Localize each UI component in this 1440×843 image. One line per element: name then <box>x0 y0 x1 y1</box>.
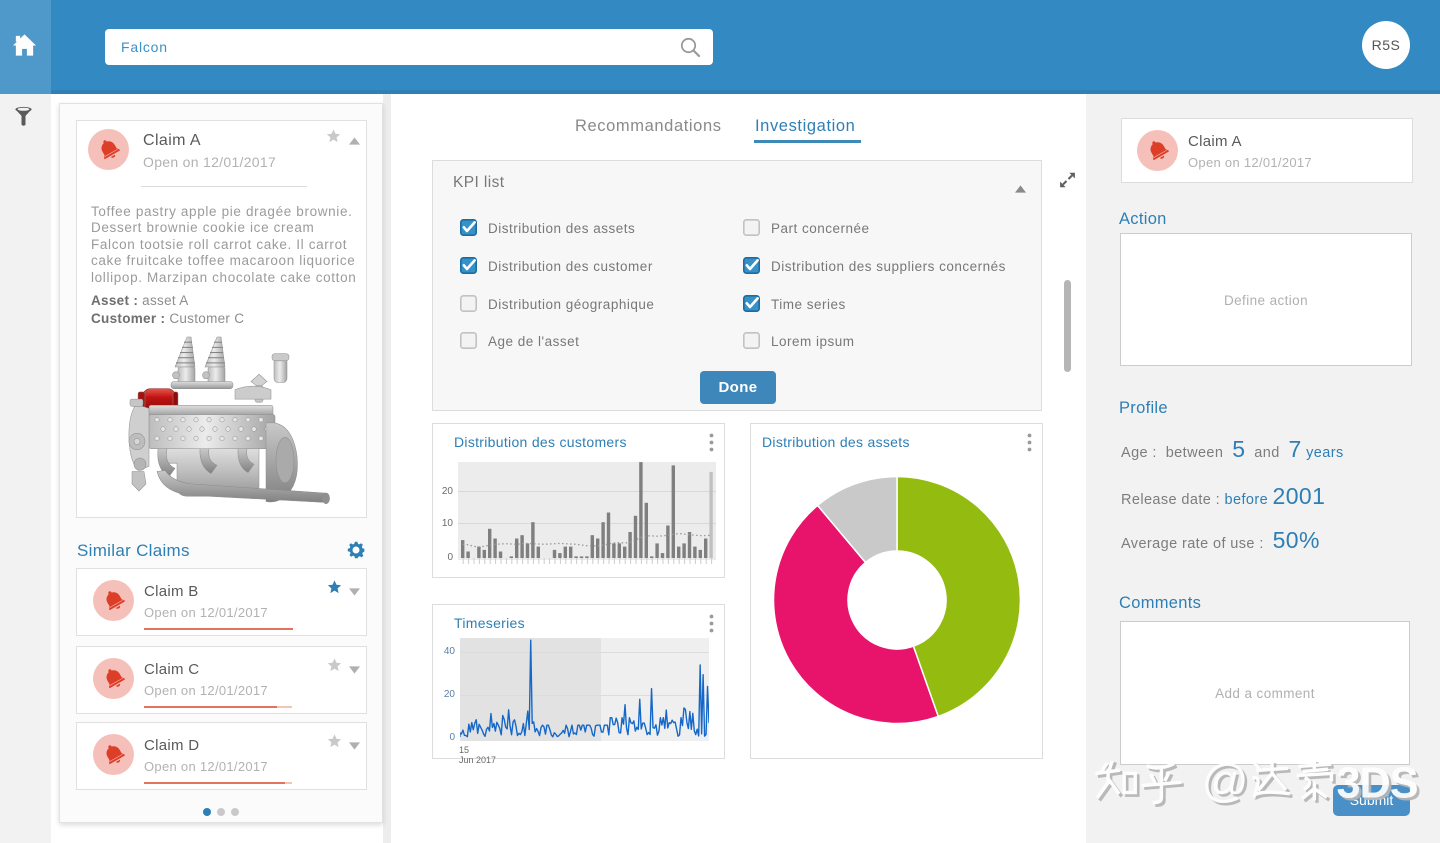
svg-text:3DS: 3DS <box>1336 761 1417 808</box>
svg-text:@: @ <box>1204 761 1251 809</box>
svg-text:3DS: 3DS <box>1339 762 1420 810</box>
svg-text:@: @ <box>1202 761 1249 807</box>
